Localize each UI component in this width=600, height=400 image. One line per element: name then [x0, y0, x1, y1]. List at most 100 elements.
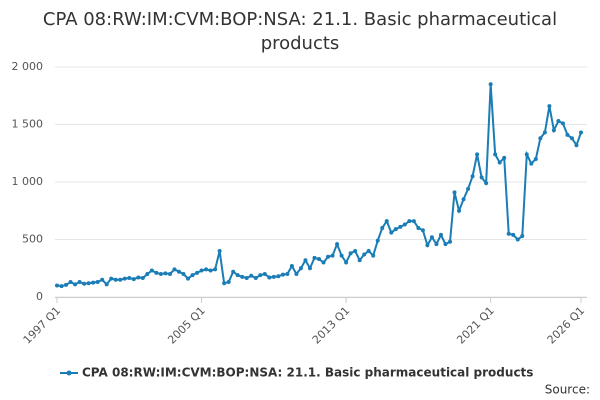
point	[213, 267, 218, 272]
point	[172, 267, 177, 272]
point	[407, 219, 412, 224]
point	[461, 197, 466, 202]
point	[136, 275, 141, 280]
point	[411, 219, 416, 224]
source: Source:	[545, 383, 590, 397]
point	[271, 274, 276, 279]
point	[73, 282, 78, 287]
point	[167, 272, 172, 276]
point	[86, 281, 91, 286]
point	[475, 152, 480, 157]
y-tick-label: 1 500	[12, 118, 44, 131]
point	[348, 251, 353, 256]
point	[398, 224, 403, 229]
x-tick-label: 1997 Q1	[21, 304, 64, 347]
x-tick-label: 2013 Q1	[310, 304, 353, 347]
point	[448, 239, 452, 244]
point	[457, 208, 462, 213]
point	[438, 232, 443, 237]
point	[131, 277, 136, 282]
point	[488, 82, 493, 87]
point	[497, 160, 502, 165]
point	[226, 280, 231, 285]
point	[335, 242, 340, 247]
point	[118, 277, 123, 282]
point	[434, 242, 439, 247]
point	[235, 273, 240, 278]
point	[366, 249, 371, 253]
point	[249, 273, 254, 278]
point	[357, 258, 362, 263]
point	[389, 230, 394, 235]
point	[244, 276, 249, 281]
point	[158, 272, 163, 276]
point	[533, 157, 538, 161]
point	[515, 237, 520, 242]
point	[524, 152, 529, 157]
point	[298, 266, 303, 271]
point	[330, 253, 335, 258]
point	[77, 280, 82, 285]
point	[317, 257, 321, 262]
point	[420, 228, 425, 233]
point	[186, 276, 190, 281]
point	[529, 161, 534, 166]
point	[493, 152, 498, 157]
point	[199, 268, 204, 273]
point	[276, 274, 281, 279]
point	[380, 226, 385, 230]
point	[339, 253, 344, 258]
point	[506, 231, 511, 236]
point	[452, 190, 457, 195]
point	[353, 249, 358, 253]
point	[262, 272, 267, 276]
point	[393, 227, 398, 232]
point	[565, 132, 570, 137]
point	[470, 174, 475, 179]
point	[560, 121, 565, 126]
chart-title: CPA 08:RW:IM:CVM:BOP:NSA: 21.1. Basic ph…	[42, 9, 558, 54]
point	[538, 136, 543, 141]
point	[303, 258, 308, 263]
x-tick-label: 2026 Q1	[545, 304, 588, 347]
point	[289, 263, 294, 268]
point	[95, 280, 100, 285]
point	[55, 283, 59, 288]
y-tick-label: 500	[22, 233, 43, 246]
point	[362, 252, 367, 257]
point	[127, 276, 132, 281]
point	[217, 249, 222, 253]
point	[344, 260, 349, 265]
point	[312, 255, 317, 260]
point	[149, 268, 154, 273]
point	[520, 234, 525, 239]
point	[64, 282, 69, 287]
point	[163, 271, 168, 276]
point	[326, 254, 331, 259]
point	[484, 181, 489, 186]
point	[429, 235, 434, 240]
point	[253, 276, 258, 281]
point	[479, 175, 484, 180]
point	[82, 281, 87, 286]
point	[280, 272, 285, 277]
point	[466, 186, 471, 191]
point	[556, 119, 561, 124]
y-tick-label: 2 000	[12, 60, 44, 73]
point	[425, 243, 430, 248]
point	[443, 242, 448, 247]
point	[145, 272, 150, 276]
point	[208, 268, 213, 273]
point	[371, 253, 376, 258]
point	[122, 276, 127, 281]
point	[574, 143, 579, 148]
point	[285, 272, 290, 276]
point	[100, 277, 105, 282]
point	[204, 267, 209, 272]
legend-label: CPA 08:RW:IM:CVM:BOP:NSA: 21.1. Basic ph…	[82, 366, 533, 380]
point	[384, 219, 389, 224]
point	[109, 276, 114, 281]
point	[579, 130, 583, 135]
